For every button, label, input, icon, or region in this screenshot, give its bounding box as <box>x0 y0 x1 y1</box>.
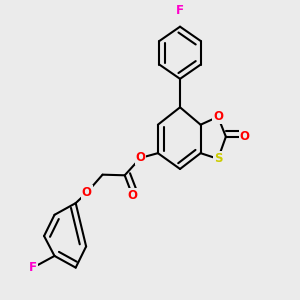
Text: O: O <box>136 152 146 164</box>
Text: F: F <box>176 4 184 17</box>
Text: S: S <box>214 152 222 165</box>
Text: O: O <box>82 186 92 199</box>
Text: F: F <box>29 261 37 274</box>
Text: F: F <box>29 261 37 274</box>
Text: F: F <box>176 4 184 17</box>
Text: O: O <box>128 189 138 202</box>
Text: O: O <box>213 110 223 123</box>
Text: O: O <box>240 130 250 143</box>
